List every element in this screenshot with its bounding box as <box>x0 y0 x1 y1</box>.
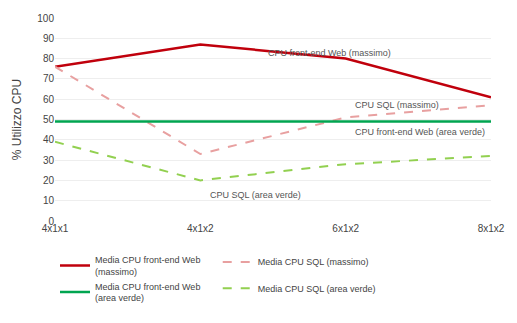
svg-text:CPU SQL (massimo): CPU SQL (massimo) <box>355 100 439 110</box>
svg-text:10: 10 <box>43 195 55 206</box>
svg-text:4x1x2: 4x1x2 <box>187 223 214 234</box>
svg-text:Media CPU SQL (area verde): Media CPU SQL (area verde) <box>258 284 376 294</box>
svg-text:30: 30 <box>43 155 55 166</box>
svg-text:4x1x1: 4x1x1 <box>42 223 69 234</box>
svg-text:8x1x2: 8x1x2 <box>478 223 505 234</box>
svg-text:80: 80 <box>43 53 55 64</box>
svg-text:100: 100 <box>37 13 54 24</box>
svg-text:% Utilizzo CPU: % Utilizzo CPU <box>10 79 24 160</box>
svg-text:0: 0 <box>48 216 54 227</box>
svg-text:60: 60 <box>43 94 55 105</box>
svg-text:CPU front-end Web (area verde): CPU front-end Web (area verde) <box>355 127 485 137</box>
svg-text:Media CPU front-end Web(area v: Media CPU front-end Web(area verde) <box>95 282 200 304</box>
svg-text:50: 50 <box>43 114 55 125</box>
svg-text:6x1x2: 6x1x2 <box>332 223 359 234</box>
svg-text:70: 70 <box>43 73 55 84</box>
svg-text:90: 90 <box>43 33 55 44</box>
svg-text:20: 20 <box>43 175 55 186</box>
svg-text:CPU SQL (area verde): CPU SQL (area verde) <box>210 190 301 200</box>
svg-text:40: 40 <box>43 134 55 145</box>
svg-text:Media CPU front-end Web(massim: Media CPU front-end Web(massimo) <box>95 255 200 277</box>
svg-text:CPU front-end Web (massimo): CPU front-end Web (massimo) <box>268 48 391 58</box>
svg-text:Media CPU SQL (massimo): Media CPU SQL (massimo) <box>258 257 369 267</box>
